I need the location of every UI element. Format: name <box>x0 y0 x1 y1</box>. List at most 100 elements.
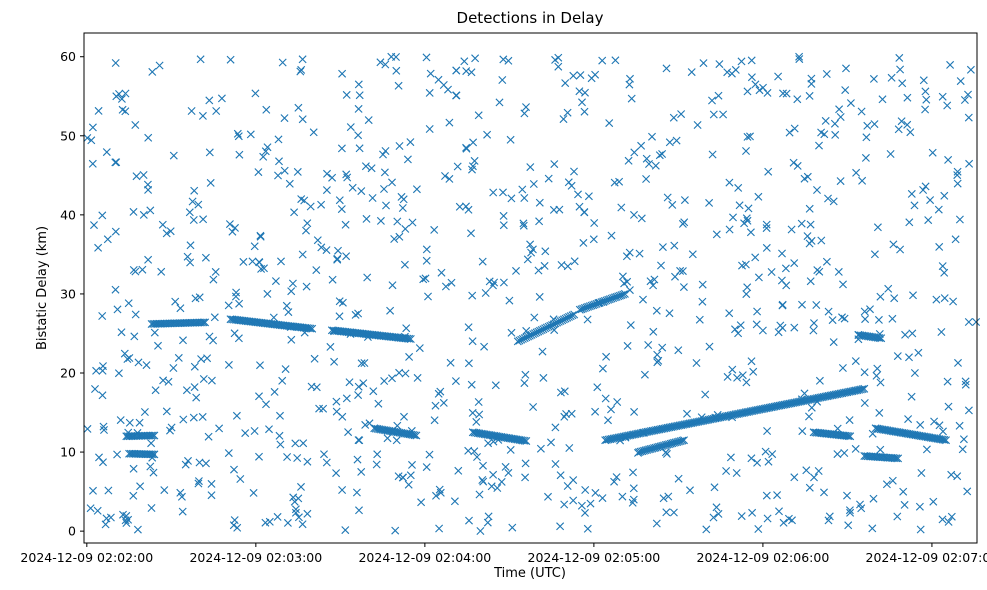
track-marker <box>626 431 635 440</box>
clutter-marker <box>489 470 498 479</box>
clutter-marker <box>953 472 962 481</box>
clutter-marker <box>932 295 941 304</box>
clutter-marker <box>570 257 579 266</box>
clutter-marker <box>747 73 756 82</box>
clutter-marker <box>921 105 930 114</box>
clutter-marker <box>708 150 717 159</box>
clutter-marker <box>379 150 387 159</box>
clutter-marker <box>944 155 953 164</box>
clutter-marker <box>234 132 243 141</box>
clutter-marker <box>401 224 410 233</box>
clutter-marker <box>265 425 273 434</box>
clutter-marker <box>701 390 710 399</box>
clutter-marker <box>782 281 791 290</box>
clutter-marker <box>465 516 473 525</box>
clutter-marker <box>453 162 462 171</box>
clutter-marker <box>367 164 376 173</box>
clutter-marker <box>328 173 337 182</box>
clutter-marker <box>291 439 300 448</box>
clutter-marker <box>388 178 396 187</box>
clutter-marker <box>225 220 234 229</box>
clutter-marker <box>343 173 352 182</box>
clutter-marker <box>938 262 947 271</box>
clutter-marker <box>648 132 656 141</box>
clutter-marker <box>762 220 771 229</box>
track-marker <box>709 414 718 423</box>
clutter-marker <box>577 501 586 510</box>
clutter-marker <box>544 492 552 501</box>
track-marker <box>657 425 666 434</box>
clutter-marker <box>430 416 439 425</box>
clutter-marker <box>98 312 107 320</box>
clutter-marker <box>353 455 362 464</box>
clutter-marker <box>547 438 555 447</box>
track-marker <box>877 334 886 343</box>
track-marker <box>412 431 421 440</box>
track-marker <box>823 392 832 401</box>
clutter-marker <box>338 486 347 494</box>
clutter-marker <box>663 193 672 202</box>
clutter-marker <box>194 479 203 488</box>
clutter-marker <box>763 88 772 97</box>
clutter-marker <box>835 105 844 114</box>
clutter-marker <box>299 439 308 448</box>
clutter-marker <box>422 53 431 62</box>
clutter-marker <box>540 261 549 270</box>
clutter-marker <box>742 147 750 155</box>
clutter-marker <box>169 364 178 372</box>
clutter-marker <box>231 223 239 232</box>
clutter-marker <box>472 417 481 426</box>
clutter-marker <box>922 95 931 104</box>
clutter-marker <box>116 416 125 425</box>
clutter-marker <box>179 415 188 424</box>
clutter-marker <box>644 341 653 349</box>
clutter-marker <box>884 284 893 293</box>
clutter-marker <box>652 519 661 528</box>
clutter-marker <box>246 130 255 139</box>
clutter-marker <box>392 436 401 445</box>
clutter-marker <box>810 473 818 482</box>
clutter-marker <box>521 459 530 468</box>
clutter-marker <box>298 115 307 124</box>
clutter-marker <box>98 211 107 220</box>
clutter-marker <box>657 261 665 270</box>
clutter-marker <box>149 468 158 477</box>
clutter-marker <box>192 393 201 402</box>
clutter-marker <box>130 332 139 341</box>
track-marker <box>682 420 691 429</box>
clutter-marker <box>910 369 919 377</box>
clutter-marker <box>114 369 123 378</box>
y-tick-label: 30 <box>60 286 76 301</box>
clutter-marker <box>922 445 931 454</box>
clutter-marker <box>909 291 917 300</box>
clutter-marker <box>743 132 752 141</box>
y-tick-label: 50 <box>60 128 76 143</box>
track-marker <box>403 334 412 343</box>
clutter-marker <box>497 477 506 486</box>
clutter-marker <box>598 56 607 65</box>
clutter-marker <box>239 257 248 266</box>
clutter-marker <box>381 147 390 155</box>
clutter-marker <box>464 323 473 332</box>
clutter-marker <box>698 297 707 306</box>
clutter-marker <box>763 514 772 523</box>
clutter-marker <box>361 420 370 429</box>
clutter-marker <box>471 54 480 63</box>
clutter-marker <box>953 171 962 180</box>
clutter-marker <box>731 325 739 334</box>
clutter-marker <box>468 162 477 171</box>
clutter-marker <box>196 55 205 64</box>
clutter-marker <box>625 80 634 89</box>
clutter-marker <box>263 143 272 152</box>
clutter-marker <box>580 208 589 217</box>
clutter-marker <box>749 367 758 376</box>
clutter-marker <box>764 457 773 466</box>
track-marker <box>405 334 414 343</box>
clutter-marker <box>583 315 592 324</box>
clutter-marker <box>521 473 530 482</box>
clutter-marker <box>664 492 673 501</box>
clutter-marker <box>447 278 456 287</box>
clutter-marker <box>886 150 895 158</box>
clutter-marker <box>501 462 510 471</box>
